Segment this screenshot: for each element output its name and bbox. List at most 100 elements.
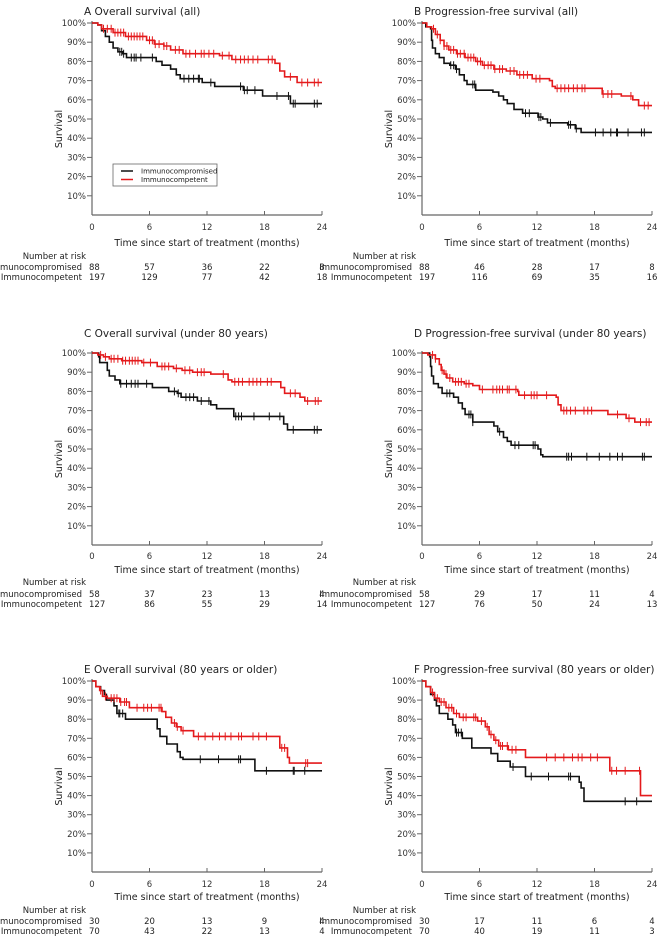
risk-row-label: Immunocompetent [1,927,83,937]
x-tick-label: 6 [477,552,482,562]
y-tick-label: 30% [397,483,416,493]
risk-count: 24 [589,600,600,610]
y-tick-label: 30% [67,483,86,493]
series-immunocompromised [92,22,322,108]
risk-count: 20 [144,917,155,927]
risk-count: 14 [317,600,328,610]
x-tick-label: 24 [647,880,658,890]
risk-table-header: Number at risk [23,906,86,916]
x-tick-label: 0 [419,880,424,890]
risk-count: 23 [202,590,213,600]
y-tick-label: 90% [67,696,86,706]
y-tick-label: 80% [397,387,416,397]
y-axis-label: Survival [54,440,65,478]
x-tick-label: 18 [259,552,270,562]
panel-title: B Progression-free survival (all) [414,6,578,18]
x-axis-label: Time since start of treatment (months) [113,565,299,576]
risk-count: 69 [532,273,543,283]
panel-d: D Progression-free survival (under 80 ye… [319,328,657,610]
risk-row-label: Immunocompromised [319,263,412,273]
risk-count: 42 [259,273,270,283]
risk-count: 86 [144,600,155,610]
y-tick-label: 80% [67,57,86,67]
risk-count: 57 [144,263,155,273]
y-tick-label: 50% [397,773,416,783]
y-tick-label: 50% [67,115,86,125]
series-immunocompromised [422,22,652,137]
risk-count: 13 [259,590,270,600]
x-tick-label: 12 [532,223,543,233]
y-tick-label: 20% [397,830,416,840]
series-immunocompromised [422,680,652,806]
risk-count: 22 [259,263,270,273]
risk-count: 88 [419,263,430,273]
survival-curve [422,680,652,803]
x-tick-label: 6 [147,880,152,890]
y-tick-label: 90% [397,368,416,378]
y-tick-label: 80% [397,715,416,725]
x-tick-label: 0 [89,223,94,233]
x-axis-label: Time since start of treatment (months) [443,238,629,249]
risk-count: 17 [532,590,543,600]
y-axis-label: Survival [54,767,65,805]
y-axis-label: Survival [384,767,395,805]
y-axis-label: Survival [384,110,395,148]
risk-count: 22 [202,927,213,937]
x-tick-label: 12 [532,552,543,562]
y-tick-label: 60% [397,96,416,106]
x-tick-label: 18 [589,552,600,562]
risk-count: 8 [649,263,654,273]
survival-curve [422,22,652,107]
x-tick-label: 18 [259,223,270,233]
risk-count: 4 [319,917,324,927]
risk-count: 70 [419,927,430,937]
panel-b: B Progression-free survival (all) 10% 20% 3… [319,6,657,283]
risk-count: 9 [262,917,267,927]
risk-count: 127 [419,600,435,610]
x-tick-label: 12 [202,552,213,562]
risk-count: 58 [89,590,100,600]
risk-count: 197 [419,273,435,283]
y-tick-label: 100% [392,677,416,687]
y-tick-label: 50% [67,445,86,455]
risk-count: 17 [474,917,485,927]
y-tick-label: 20% [397,173,416,183]
y-tick-label: 60% [397,426,416,436]
y-tick-label: 80% [397,57,416,67]
survival-curve [92,22,322,84]
y-tick-label: 20% [397,503,416,513]
y-tick-label: 100% [392,19,416,29]
survival-curve [422,22,652,134]
series-immunocompromised [92,352,322,434]
risk-table-header: Number at risk [23,578,86,588]
risk-count: 28 [532,263,543,273]
x-tick-label: 0 [419,223,424,233]
y-tick-label: 70% [397,77,416,87]
x-tick-label: 18 [589,223,600,233]
risk-count: 70 [89,927,100,937]
risk-count: 197 [89,273,105,283]
y-tick-label: 20% [67,503,86,513]
risk-row-label: Immunocompetent [331,600,413,610]
series-immunocompetent [92,680,322,768]
y-tick-label: 70% [397,407,416,417]
risk-count: 13 [202,917,213,927]
panel-title: C Overall survival (under 80 years) [84,328,268,340]
risk-count: 4 [649,917,654,927]
x-tick-label: 24 [317,880,328,890]
risk-count: 55 [202,600,213,610]
y-tick-label: 20% [67,830,86,840]
risk-count: 13 [259,927,270,937]
survival-curve [422,352,652,423]
y-tick-label: 90% [397,38,416,48]
risk-count: 40 [474,927,485,937]
panel-title: D Progression-free survival (under 80 ye… [414,328,646,340]
y-tick-label: 90% [67,368,86,378]
y-tick-label: 50% [397,115,416,125]
risk-row-label: Immunocompromised [0,917,82,927]
x-tick-label: 24 [317,223,328,233]
risk-row-label: Immunocompetent [1,600,83,610]
series-immunocompetent [92,22,322,87]
risk-count: 129 [141,273,157,283]
